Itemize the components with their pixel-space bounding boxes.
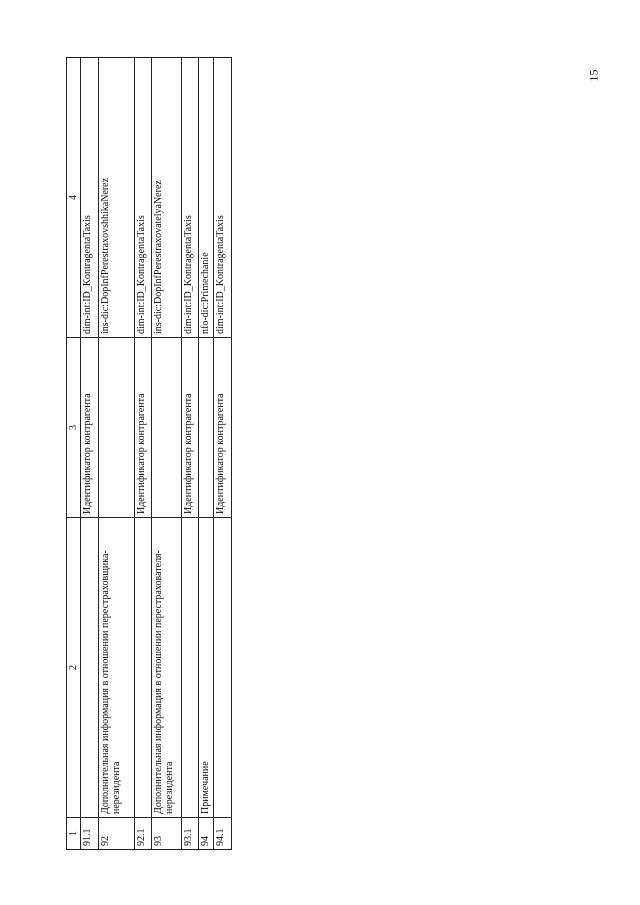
data-table: 1 2 3 4 91.1 Идентификатор контрагента d… <box>66 57 232 850</box>
cell-name <box>181 517 199 818</box>
table-row: 94 Примечание nfo-dic:Primechanie <box>198 57 214 850</box>
cell-code: dim-int:ID_KontragentaTaxis <box>181 57 199 338</box>
cell-dimension <box>98 337 135 518</box>
cell-number: 94.1 <box>213 817 232 850</box>
cell-code: ins-dic:DopInfPerestraxovshhikaNerez <box>98 57 135 338</box>
table-row: 94.1 Идентификатор контрагента dim-int:I… <box>213 57 232 850</box>
cell-name: Примечание <box>198 517 214 818</box>
cell-dimension <box>198 337 214 518</box>
cell-code: dim-int:ID_KontragentaTaxis <box>213 57 232 338</box>
cell-code: nfo-dic:Primechanie <box>198 57 214 338</box>
cell-name: Дополнительная информация в отношении пе… <box>151 517 182 818</box>
table-header-row: 1 2 3 4 <box>66 57 81 850</box>
page-number: 15 <box>586 69 601 82</box>
cell-number: 92 <box>98 817 135 850</box>
cell-number: 93.1 <box>181 817 199 850</box>
cell-dimension: Идентификатор контрагента <box>80 337 99 518</box>
cell-name <box>134 517 152 818</box>
cell-name <box>80 517 99 818</box>
cell-number: 92.1 <box>134 817 152 850</box>
cell-code: dim-int:ID_KontragentaTaxis <box>80 57 99 338</box>
cell-name <box>213 517 232 818</box>
rotated-table-container: 1 2 3 4 91.1 Идентификатор контрагента d… <box>66 57 240 850</box>
column-header: 2 <box>66 517 81 818</box>
table-row: 93.1 Идентификатор контрагента dim-int:I… <box>181 57 199 850</box>
table-row: 92.1 Идентификатор контрагента dim-int:I… <box>134 57 152 850</box>
table-row: 92 Дополнительная информация в отношении… <box>98 57 135 850</box>
cell-number: 91.1 <box>80 817 99 850</box>
table-row: 91.1 Идентификатор контрагента dim-int:I… <box>80 57 99 850</box>
table-row: 93 Дополнительная информация в отношении… <box>151 57 182 850</box>
cell-dimension: Идентификатор контрагента <box>181 337 199 518</box>
cell-number: 94 <box>198 817 214 850</box>
cell-number: 93 <box>151 817 182 850</box>
column-header: 4 <box>66 57 81 338</box>
cell-name: Дополнительная информация в отношении пе… <box>98 517 135 818</box>
column-header: 3 <box>66 337 81 518</box>
cell-code: ins-dic:DopInfPerestraxovatelyaNerez <box>151 57 182 338</box>
cell-dimension: Идентификатор контрагента <box>213 337 232 518</box>
column-header: 1 <box>66 817 81 850</box>
cell-dimension: Идентификатор контрагента <box>134 337 152 518</box>
cell-code: dim-int:ID_KontragentaTaxis <box>134 57 152 338</box>
cell-dimension <box>151 337 182 518</box>
